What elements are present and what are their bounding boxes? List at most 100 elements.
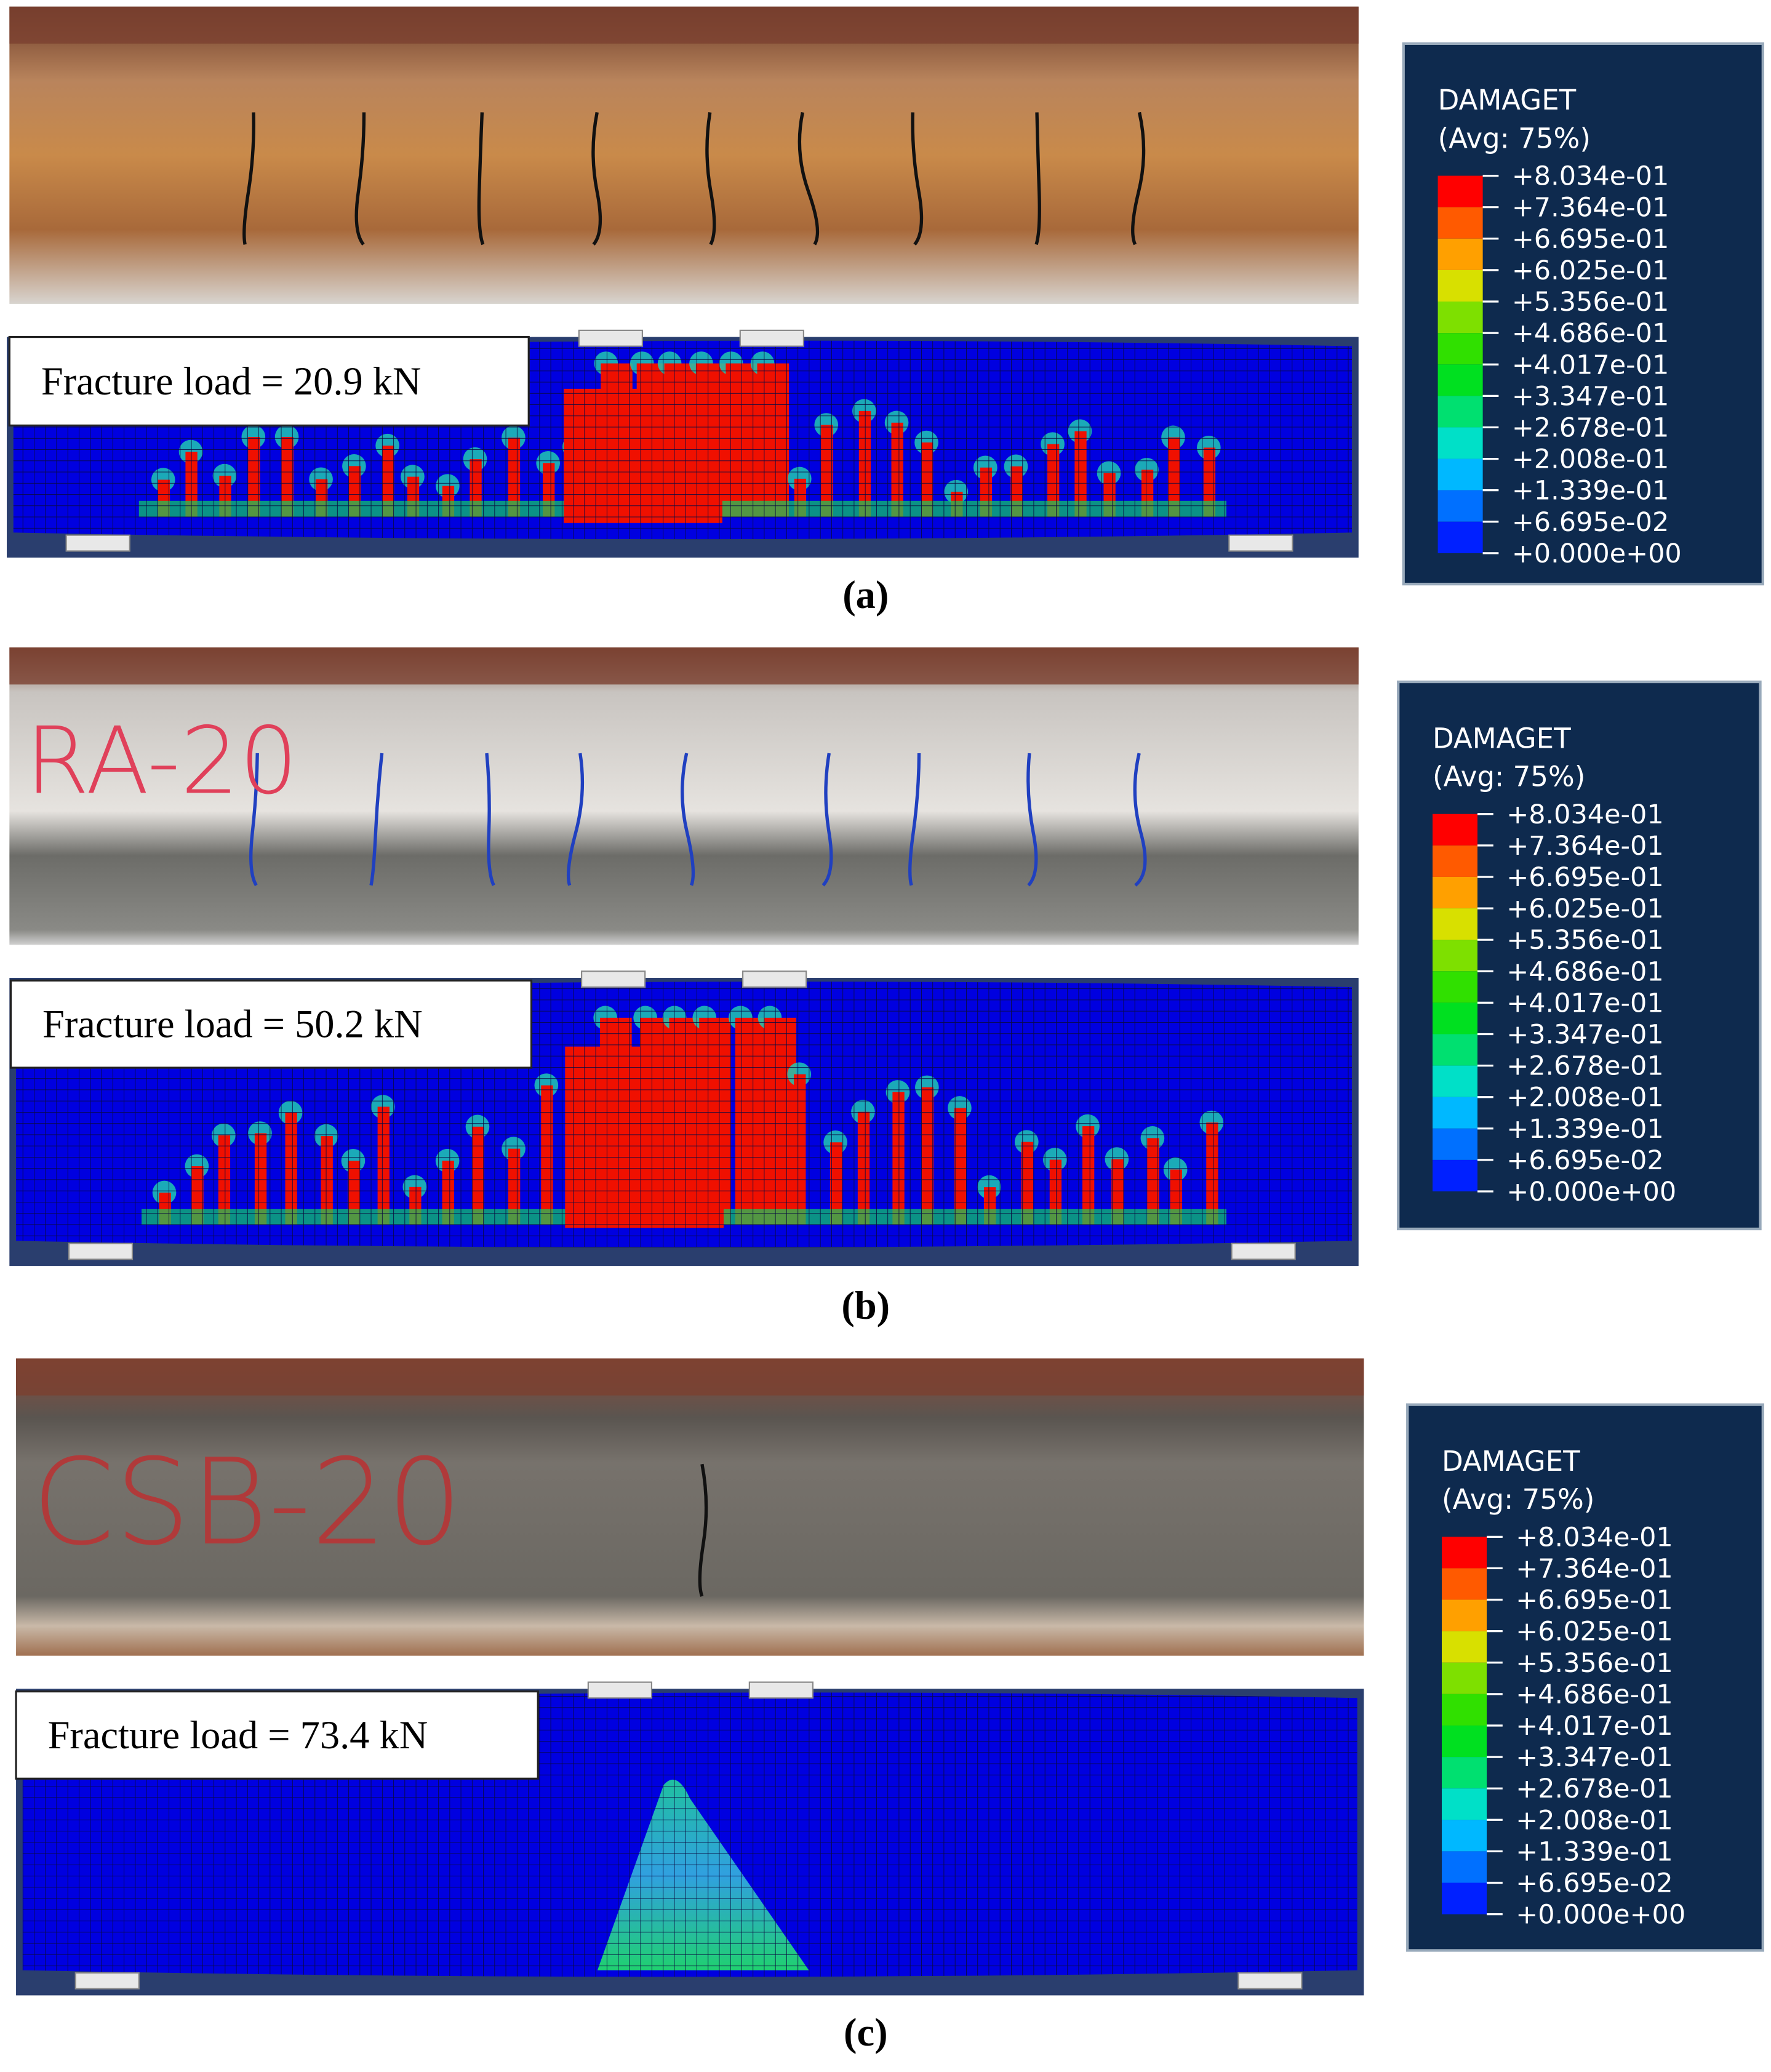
crack	[1131, 111, 1146, 246]
legend-color	[1437, 333, 1483, 365]
crack	[822, 753, 833, 887]
crack	[369, 753, 384, 886]
legend-value: +5.356e-01	[1512, 287, 1669, 318]
legend-color	[1442, 1631, 1487, 1663]
caption: (b)	[841, 1284, 890, 1327]
support	[748, 1681, 814, 1699]
crack	[249, 753, 259, 887]
panel: Fracture load = 20.9 kN (a) DAMAGET (Avg: 7…	[7, 6, 1764, 617]
legend-color	[1437, 238, 1483, 270]
crack	[1133, 753, 1147, 887]
crack	[591, 112, 602, 246]
legend-color	[1437, 207, 1483, 239]
legend-value: +6.025e-01	[1506, 894, 1663, 924]
specimen-photo	[9, 6, 1359, 304]
legend-color	[1442, 1568, 1487, 1600]
legend-value: +2.008e-01	[1516, 1805, 1673, 1836]
beam-top-frame	[16, 1358, 1364, 1396]
legend-color	[1442, 1851, 1487, 1883]
crack	[705, 112, 716, 246]
legend-value: +7.364e-01	[1516, 1553, 1673, 1584]
legend-value: +6.695e-02	[1516, 1868, 1673, 1899]
crack	[798, 111, 820, 246]
legend-value: +2.678e-01	[1516, 1774, 1673, 1804]
beam-top-frame	[9, 6, 1359, 44]
caption: (c)	[844, 2010, 887, 2054]
legend-value: +2.008e-01	[1512, 444, 1669, 475]
legend-value: +6.695e-02	[1506, 1145, 1663, 1176]
legend-value: +0.000e+00	[1506, 1177, 1676, 1207]
support	[68, 1242, 134, 1260]
legend-subtitle: (Avg: 75%)	[1433, 761, 1585, 793]
legend-value: +6.025e-01	[1512, 255, 1669, 286]
legend-value: +0.000e+00	[1516, 1900, 1685, 1930]
legend-color	[1442, 1882, 1487, 1914]
support	[587, 1681, 652, 1699]
support	[742, 970, 807, 988]
legend-color	[1432, 1065, 1477, 1097]
support	[65, 534, 130, 552]
crack	[698, 1463, 708, 1597]
legend-value: +7.364e-01	[1512, 193, 1669, 223]
caption: (a)	[842, 573, 889, 617]
legend-value: +4.017e-01	[1512, 350, 1669, 380]
legend-color	[1437, 175, 1483, 207]
load-label-box	[15, 1690, 539, 1780]
specimen-photo	[16, 1358, 1364, 1656]
legend-color	[1437, 490, 1483, 522]
legend-color	[1442, 1820, 1487, 1852]
support	[1237, 1972, 1303, 1990]
support	[1231, 1242, 1296, 1260]
legend-value: +6.695e-02	[1512, 507, 1669, 538]
legend-color	[1432, 1128, 1477, 1160]
legend-value: +6.025e-01	[1516, 1617, 1673, 1647]
legend-value: +7.364e-01	[1506, 831, 1663, 862]
panel: RA-20 Fracture load = 50.2 kN (b) DAMAGET (A…	[9, 647, 1762, 1327]
load-label-box	[8, 335, 530, 427]
legend-color	[1432, 971, 1477, 1003]
legend-value: +3.347e-01	[1512, 381, 1669, 412]
legend-color	[1437, 521, 1483, 553]
fracture-load: Fracture load = 20.9 kN	[41, 359, 422, 403]
legend-color	[1432, 845, 1477, 877]
legend-color	[1442, 1788, 1487, 1820]
legend-value: +3.347e-01	[1506, 1020, 1663, 1050]
legend-value: +4.017e-01	[1506, 988, 1663, 1018]
legend-title: DAMAGET	[1442, 1445, 1580, 1478]
legend-value: +6.695e-01	[1512, 224, 1669, 255]
fracture-load: Fracture load = 73.4 kN	[48, 1713, 428, 1757]
legend-color	[1442, 1757, 1487, 1789]
crack	[566, 753, 585, 886]
legend-color	[1442, 1725, 1487, 1758]
panel: CSB-20 Fracture load = 73.4 kN (c) DAMAGET (…	[15, 1358, 1764, 2054]
legend-color	[1432, 1097, 1477, 1129]
legend-color	[1442, 1537, 1487, 1569]
legend-color	[1432, 940, 1477, 972]
legend-value: +4.017e-01	[1516, 1711, 1673, 1742]
legend-value: +8.034e-01	[1506, 799, 1663, 830]
crack	[354, 112, 366, 246]
legend-color	[1432, 814, 1477, 846]
legend-color	[1437, 396, 1483, 428]
legend-value: +8.034e-01	[1516, 1522, 1673, 1553]
crack	[911, 112, 924, 246]
legend-color	[1442, 1694, 1487, 1726]
legend-color	[1437, 270, 1483, 302]
beam-top-frame	[9, 647, 1359, 685]
legend-color	[1432, 1002, 1477, 1034]
legend-value: +1.339e-01	[1516, 1836, 1673, 1867]
legend-title: DAMAGET	[1433, 722, 1571, 754]
crack	[242, 112, 255, 245]
legend-subtitle: (Avg: 75%)	[1438, 122, 1591, 154]
legend-color	[1432, 908, 1477, 940]
crack	[1034, 112, 1041, 246]
legend-color	[1442, 1662, 1487, 1694]
legend-color	[1432, 876, 1477, 909]
crack	[1026, 753, 1038, 887]
crack	[485, 753, 495, 886]
legend-value: +4.686e-01	[1512, 318, 1669, 349]
support	[739, 329, 804, 347]
support	[1228, 534, 1293, 552]
crack	[681, 753, 695, 886]
